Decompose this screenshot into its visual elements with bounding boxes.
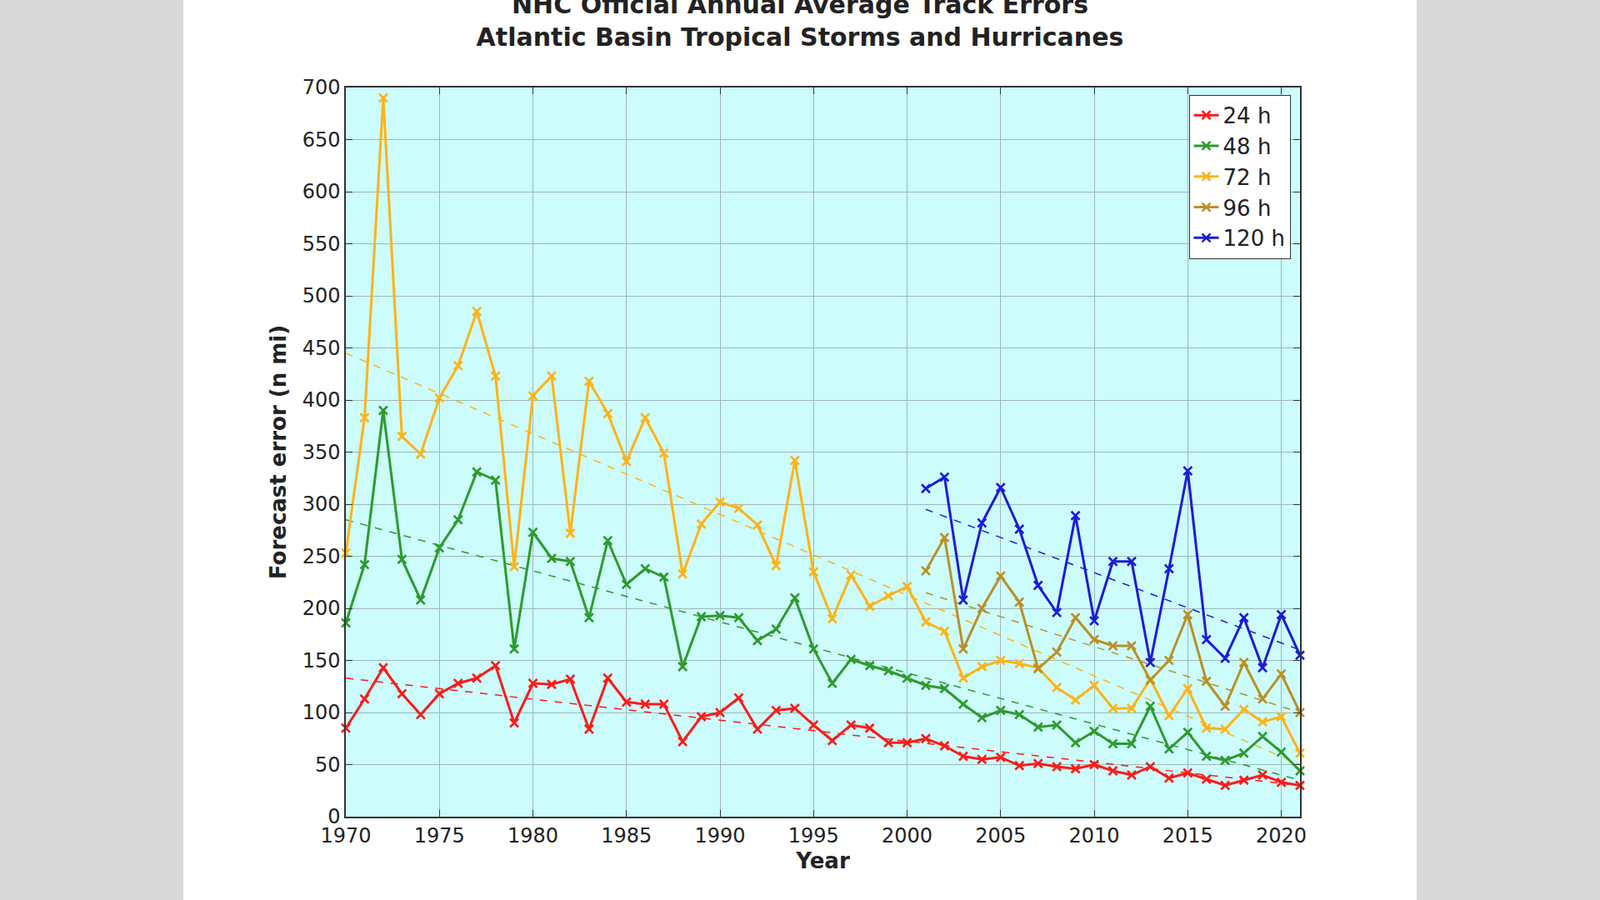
svg-text:120 h: 120 h [1223, 225, 1285, 251]
svg-text:48 h: 48 h [1223, 134, 1272, 160]
svg-text:600: 600 [302, 180, 341, 204]
svg-text:1985: 1985 [600, 824, 652, 848]
svg-text:96 h: 96 h [1223, 195, 1272, 221]
svg-text:NHC Official Annual Average Tr: NHC Official Annual Average Track Errors… [476, 0, 1125, 52]
svg-text:1995: 1995 [788, 824, 840, 848]
svg-text:350: 350 [302, 440, 341, 465]
svg-text:2005: 2005 [975, 824, 1026, 848]
svg-text:200: 200 [302, 596, 341, 620]
svg-text:Year: Year [795, 848, 850, 874]
svg-text:400: 400 [302, 388, 341, 412]
svg-text:2020: 2020 [1255, 824, 1307, 848]
svg-text:24 h: 24 h [1223, 103, 1272, 129]
svg-text:72 h: 72 h [1223, 165, 1272, 190]
svg-text:550: 550 [302, 232, 341, 256]
svg-text:50: 50 [315, 753, 341, 777]
svg-text:1970: 1970 [320, 824, 371, 848]
svg-text:650: 650 [302, 128, 341, 152]
svg-text:Forecast error (n mi): Forecast error (n mi) [265, 325, 291, 580]
svg-text:100: 100 [302, 700, 341, 725]
svg-text:150: 150 [302, 649, 341, 673]
svg-text:700: 700 [302, 75, 341, 100]
svg-text:1990: 1990 [694, 824, 745, 848]
svg-text:0: 0 [327, 805, 340, 829]
svg-text:2010: 2010 [1069, 824, 1120, 848]
svg-text:2015: 2015 [1162, 824, 1214, 848]
svg-text:450: 450 [302, 336, 341, 360]
svg-text:250: 250 [302, 545, 341, 569]
svg-text:1975: 1975 [414, 824, 465, 848]
svg-text:300: 300 [302, 492, 341, 516]
svg-text:500: 500 [302, 284, 341, 308]
svg-text:2000: 2000 [881, 824, 933, 848]
svg-text:1980: 1980 [507, 824, 559, 848]
